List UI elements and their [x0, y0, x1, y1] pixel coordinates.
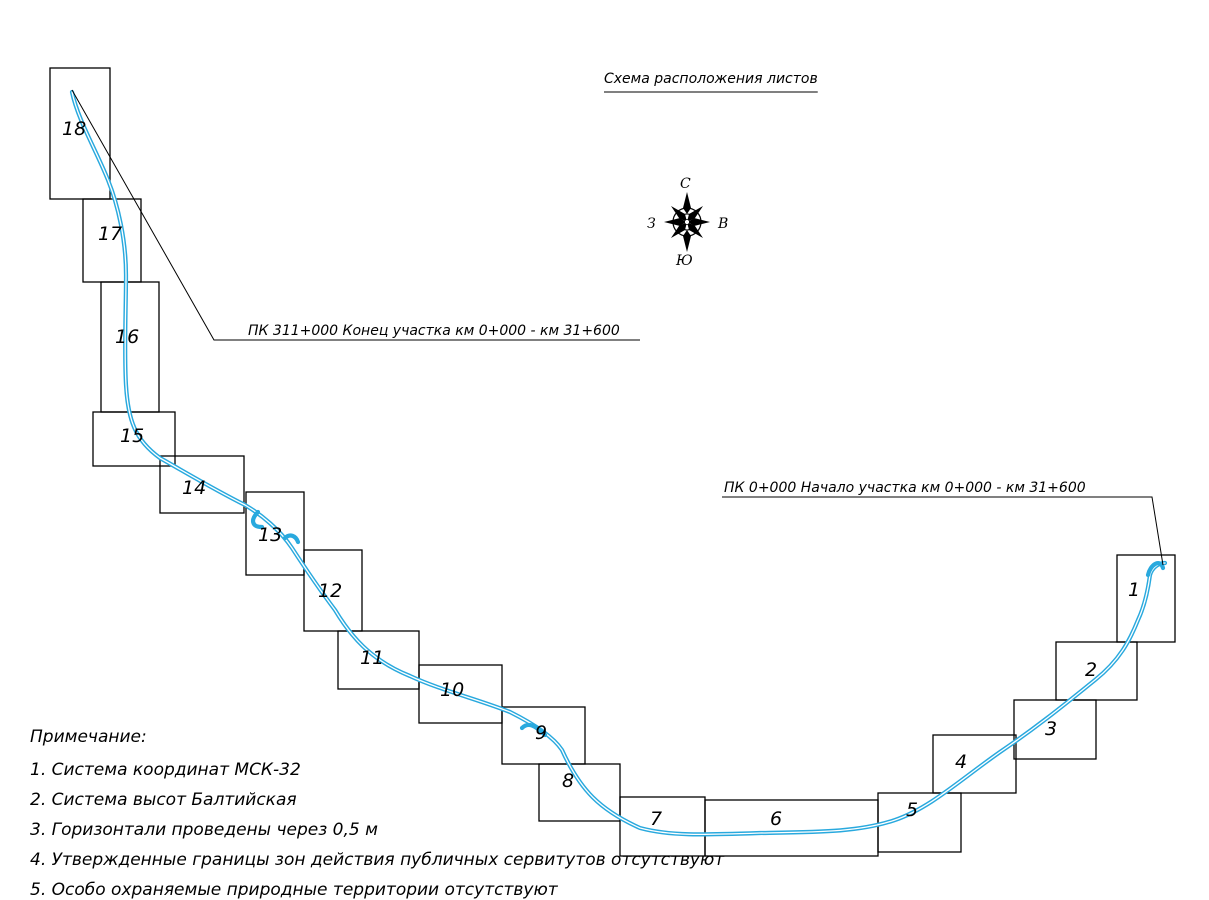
note-item-2: 2. Система высот Балтийская: [30, 790, 297, 810]
sheet-number-16: 16: [115, 326, 139, 348]
sheet-frame-3[interactable]: [1013, 699, 1097, 760]
sheet-frame-18[interactable]: [49, 67, 111, 200]
sheet-frame-8[interactable]: [538, 763, 621, 822]
compass-east-label: В: [717, 216, 728, 232]
sheet-number-3: 3: [1045, 718, 1057, 740]
sheet-number-11: 11: [360, 647, 384, 669]
start-leader-line: [722, 496, 1164, 566]
sheet-number-8: 8: [562, 770, 574, 792]
sheet-frame-12[interactable]: [303, 549, 363, 632]
end-leader-line: [71, 89, 640, 341]
sheet-number-10: 10: [440, 679, 464, 701]
scheme-title: Схема расположения листов: [604, 71, 818, 87]
route-line: [69, 89, 1168, 837]
notes-block: Примечание: 1. Система координат МСК-32 …: [30, 727, 725, 900]
compass-south-label: Ю: [675, 253, 693, 269]
start-point-label: ПК 0+000 Начало участка км 0+000 - км 31…: [724, 480, 1086, 496]
sheet-frame-4[interactable]: [932, 734, 1017, 794]
sheet-number-5: 5: [906, 799, 918, 821]
sheet-frames: [49, 67, 1176, 857]
notes-heading: Примечание:: [30, 727, 147, 747]
sheet-number-17: 17: [98, 223, 122, 245]
sheet-numbers: 18 17 16 15 14 13 12 11 10 9 8 7 6 5 4 3…: [62, 118, 1140, 830]
sheet-number-15: 15: [120, 425, 144, 447]
compass-north-label: С: [680, 176, 691, 192]
sheet-frame-1[interactable]: [1116, 554, 1176, 643]
note-item-1: 1. Система координат МСК-32: [30, 760, 301, 780]
compass-rose-icon: [664, 192, 710, 252]
sheet-frame-5[interactable]: [877, 792, 962, 853]
sheet-number-13: 13: [258, 524, 282, 546]
note-item-4: 4. Утвержденные границы зон действия пуб…: [30, 850, 725, 870]
sheet-number-9: 9: [535, 722, 547, 744]
sheet-frame-13[interactable]: [245, 491, 305, 576]
sheet-number-12: 12: [318, 580, 342, 602]
sheet-number-2: 2: [1085, 659, 1097, 681]
sheet-frame-2[interactable]: [1055, 641, 1138, 701]
note-item-5: 5. Особо охраняемые природные территории…: [30, 880, 559, 900]
compass-west-label: З: [647, 216, 656, 232]
sheet-number-1: 1: [1128, 579, 1140, 601]
sheet-number-7: 7: [650, 808, 662, 830]
sheet-number-14: 14: [182, 477, 206, 499]
end-point-label: ПК 311+000 Конец участка км 0+000 - км 3…: [248, 323, 620, 339]
note-item-3: 3. Горизонтали проведены через 0,5 м: [30, 820, 378, 840]
sheet-number-18: 18: [62, 118, 86, 140]
sheet-number-4: 4: [955, 751, 967, 773]
sheet-frame-14[interactable]: [159, 455, 245, 514]
sheet-number-6: 6: [770, 808, 782, 830]
sheet-frame-11[interactable]: [337, 630, 420, 690]
sheet-frame-10[interactable]: [418, 664, 503, 724]
sheet-frame-15[interactable]: [92, 411, 176, 467]
